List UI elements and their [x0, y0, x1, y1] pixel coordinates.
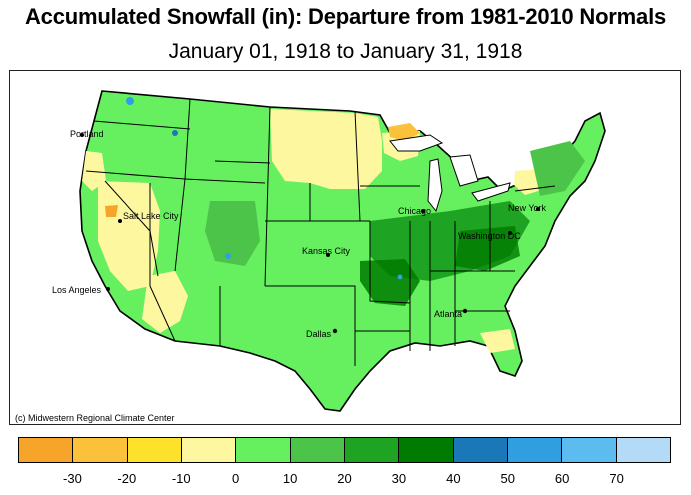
city-label-los-angeles: Los Angeles [52, 285, 102, 295]
legend-tick-label: -20 [117, 471, 137, 486]
map-subtitle: January 01, 1918 to January 31, 1918 [168, 40, 523, 63]
state-boundaries [85, 98, 556, 366]
spot-colorado [225, 253, 231, 259]
city-label-dallas: Dallas [306, 329, 332, 339]
legend-swatch [562, 438, 617, 462]
zone-coast-or [82, 151, 106, 191]
map-frame: Portland Salt Lake City Los Angeles Kans… [9, 70, 681, 425]
legend-swatch [344, 438, 400, 462]
lake-superior [389, 134, 444, 152]
legend-tick-label: 20 [337, 471, 352, 486]
zone-tahoe [105, 205, 118, 217]
map-title: Accumulated Snowfall (in): Departure fro… [24, 4, 667, 29]
legend-tick-label: 30 [391, 471, 407, 486]
spot-missouri [397, 274, 403, 280]
zone-upper-peninsula [388, 123, 420, 141]
zone-appalachia [455, 226, 520, 271]
city-label-kansas-city: Kansas City [302, 246, 351, 256]
color-legend [18, 437, 671, 463]
city-label-atlanta: Atlanta [434, 309, 462, 319]
legend-swatch [399, 438, 454, 462]
zone-rockies [205, 201, 260, 266]
zone-southwest [142, 271, 188, 333]
city-label-chicago: Chicago [398, 206, 431, 216]
legend-swatch [181, 438, 237, 462]
spot-cascades [126, 97, 134, 105]
legend-tick-label: 60 [554, 471, 570, 486]
legend-tick-label: -30 [63, 471, 82, 486]
spot-idaho [172, 130, 178, 136]
credit-text: (c) Midwestern Regional Climate Center [13, 413, 177, 423]
city-label-washington-dc: Washington DC [458, 231, 521, 241]
legend-tick-label: 50 [500, 471, 515, 486]
legend-swatch [290, 438, 345, 462]
zone-northeast [530, 141, 585, 196]
legend-tick-labels: -30 -20 -10 0 10 20 30 40 50 60 70 [18, 471, 671, 489]
lake-michigan [427, 158, 443, 213]
legend-swatch [616, 438, 670, 462]
legend-tick-label: 70 [609, 471, 624, 486]
us-map: Portland Salt Lake City Los Angeles Kans… [52, 90, 606, 412]
lake-huron [449, 154, 479, 187]
lake-erie [471, 182, 511, 202]
legend-swatch [507, 438, 563, 462]
legend-swatch [19, 438, 74, 462]
legend-swatch [236, 438, 291, 462]
legend-swatch [73, 438, 128, 462]
legend-tick-label: 10 [282, 471, 298, 486]
legend-tick-label: 40 [446, 471, 461, 486]
city-label-new-york: New York [508, 203, 547, 213]
zone-se-coast [480, 329, 515, 353]
city-markers [80, 133, 540, 334]
city-label-salt-lake-city: Salt Lake City [123, 211, 179, 221]
legend-tick-label: 0 [232, 471, 240, 486]
legend-swatch [127, 438, 182, 462]
legend-tick-label: -10 [171, 471, 191, 486]
zone-northern-plains [270, 109, 382, 189]
legend-swatch [453, 438, 508, 462]
zone-central [360, 259, 420, 306]
city-label-portland: Portland [70, 129, 104, 139]
